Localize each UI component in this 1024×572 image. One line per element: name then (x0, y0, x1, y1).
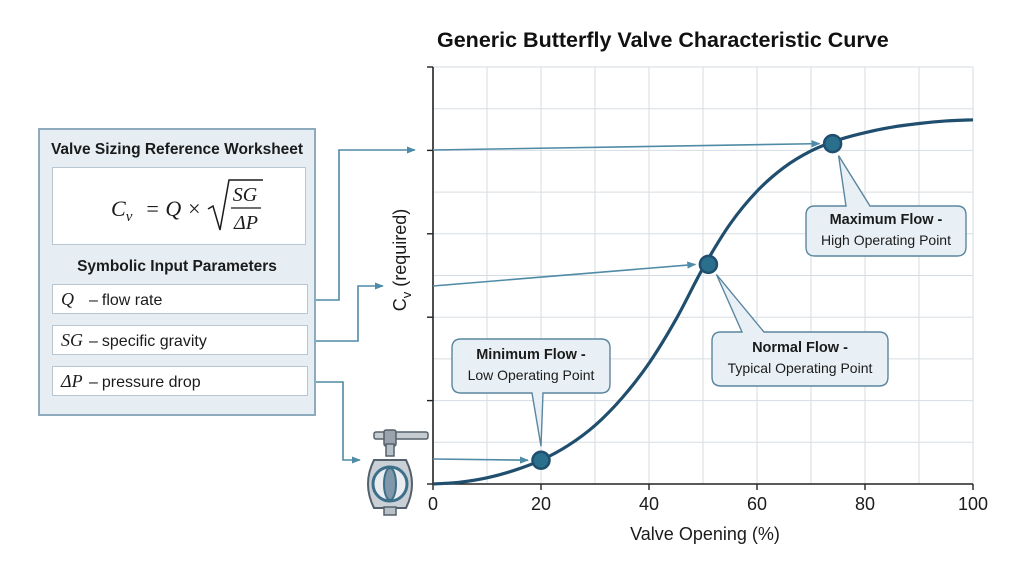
callout-minimum-flow: Minimum Flow - Low Operating Point (452, 339, 610, 393)
y-axis-label: Cv (required) (390, 209, 414, 312)
callout-bubble-normal (711, 273, 889, 387)
callout-shapes (451, 155, 967, 447)
param-label: pressure drop (101, 374, 201, 391)
formula-graphic: Cv = Q × SG ΔP (111, 179, 263, 234)
x-tick-label: 100 (957, 494, 989, 514)
x-tick-label: 0 (427, 494, 438, 514)
cv-formula: Cv = Q × SG ΔP (52, 167, 306, 245)
operating-point-min (531, 450, 551, 470)
svg-text:Cv: Cv (111, 196, 133, 225)
connector-arrows (306, 140, 821, 464)
formula-lhs: C (111, 196, 126, 221)
callout-maximum-flow: Maximum Flow - High Operating Point (806, 206, 966, 256)
operating-point-normal (698, 254, 719, 275)
x-axis-label: Valve Opening (%) (630, 524, 780, 544)
callout-bubble-min (451, 338, 611, 447)
callout-subtitle: Typical Operating Point (727, 360, 873, 376)
arrow-to-max-point (432, 140, 821, 151)
formula-denominator: ΔP (233, 212, 258, 234)
arrow-pressure-drop (306, 381, 361, 464)
arrow-flow-rate (306, 146, 416, 301)
callout-title: Maximum Flow - (829, 212, 943, 228)
arrow-to-normal-point (432, 261, 697, 287)
chart-grid (432, 66, 974, 485)
param-dash: – (89, 374, 98, 391)
x-tick-label: 40 (638, 494, 660, 514)
butterfly-valve-icon (367, 429, 429, 516)
callout-bubble-max (805, 155, 967, 257)
param-dash: – (89, 292, 98, 309)
x-tick-label: 20 (530, 494, 552, 514)
arrow-specific-gravity (306, 282, 384, 342)
callout-title: Normal Flow - (752, 340, 848, 356)
y-axis-label-main: C (390, 298, 411, 312)
param-label: flow rate (101, 292, 163, 309)
callout-title: Minimum Flow - (476, 347, 586, 363)
y-axis-label-rest: (required) (390, 208, 411, 292)
param-pressure-drop: ΔP – pressure drop (52, 366, 308, 396)
param-symbol: SG (61, 330, 83, 350)
arrow-to-min-point (432, 456, 529, 464)
valve-sizing-worksheet: Valve Sizing Reference Worksheet Cv = Q … (38, 128, 316, 416)
y-axis-label-sub: v (398, 291, 414, 299)
callout-subtitle: High Operating Point (821, 232, 951, 248)
param-symbol: ΔP (61, 371, 83, 391)
formula-numerator: SG (233, 184, 258, 206)
param-flow-rate: Q – flow rate (52, 284, 308, 314)
sqrt-sign (207, 179, 263, 231)
operating-point-max (822, 133, 843, 154)
param-specific-gravity: SG – specific gravity (52, 325, 308, 355)
x-tick-label: 60 (746, 494, 768, 514)
callout-subtitle: Low Operating Point (467, 367, 595, 383)
worksheet-title: Valve Sizing Reference Worksheet (50, 141, 304, 158)
chart-axes (427, 66, 974, 490)
formula-lhs-sub: v (126, 209, 133, 225)
param-dash: – (89, 333, 98, 350)
x-tick-label: 80 (854, 494, 876, 514)
chart-title: Generic Butterfly Valve Characteristic C… (437, 28, 889, 52)
param-symbol: Q (61, 289, 74, 309)
formula-eq: = Q × (145, 196, 202, 221)
operating-point-markers (531, 133, 843, 470)
param-label: specific gravity (101, 333, 207, 350)
params-title: Symbolic Input Parameters (77, 258, 277, 275)
callout-normal-flow: Normal Flow - Typical Operating Point (712, 332, 888, 386)
